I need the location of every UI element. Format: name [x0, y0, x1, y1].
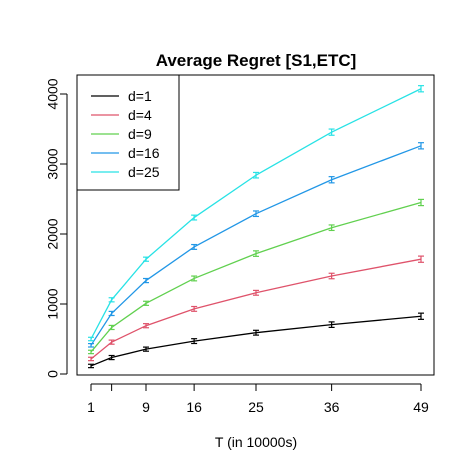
legend-label: d=4 [128, 107, 152, 123]
x-tick-label: 9 [142, 399, 150, 415]
error-bar [143, 300, 149, 306]
error-bar [88, 356, 94, 362]
legend: d=1 d=4 d=9 d=16 d=25 [76, 74, 180, 191]
legend-item: d=1 [91, 88, 152, 104]
legend-item: d=25 [91, 164, 160, 180]
x-tick-label: 36 [324, 399, 340, 415]
x-tick-label: 25 [248, 399, 264, 415]
error-bar [328, 272, 335, 280]
error-bar [328, 321, 335, 328]
series-layer [88, 85, 424, 369]
error-bar [108, 297, 115, 303]
error-bar [108, 354, 115, 361]
error-bar [418, 142, 424, 150]
error-bar [191, 305, 198, 312]
y-tick-label: 0 [45, 370, 61, 378]
plot-frame [76, 74, 435, 376]
error-bar [108, 324, 115, 331]
y-tick-label: 4000 [45, 78, 61, 109]
y-tick-label: 3000 [45, 148, 61, 179]
error-bar [88, 363, 94, 369]
y-tick-label: 2000 [45, 218, 61, 249]
series-d=16 [88, 142, 424, 348]
series-d=1 [88, 312, 424, 369]
x-tick-label: 1 [87, 399, 95, 415]
error-bar [143, 346, 149, 352]
x-tick-label: 16 [186, 399, 202, 415]
error-bar [328, 224, 335, 232]
error-bar [88, 343, 94, 348]
x-axis-label: T (in 10000s) [215, 434, 297, 450]
error-bar [191, 275, 198, 282]
error-bar [253, 250, 259, 257]
series-d=9 [88, 198, 424, 355]
error-bar [108, 310, 115, 317]
error-bar [191, 243, 198, 250]
series-d=25 [88, 85, 424, 342]
error-bar [328, 128, 335, 136]
error-bar [108, 339, 115, 345]
legend-label: d=25 [128, 164, 160, 180]
error-bar [253, 329, 259, 336]
legend-label: d=16 [128, 145, 160, 161]
chart-title: Average Regret [S1,ETC] [156, 51, 357, 70]
legend-label: d=9 [128, 126, 152, 142]
error-bar [418, 312, 424, 320]
legend-label: d=1 [128, 88, 152, 104]
y-axis: 0 1000 2000 3000 4000 [45, 78, 68, 378]
legend-box [76, 74, 180, 191]
series-line [90, 258, 422, 360]
legend-item: d=4 [91, 107, 152, 123]
series-d=4 [88, 255, 424, 362]
error-bar [143, 256, 149, 262]
error-bar [253, 289, 259, 296]
legend-item: d=9 [91, 126, 152, 142]
error-bar [143, 277, 149, 284]
error-bar [418, 85, 424, 93]
series-line [90, 201, 422, 353]
error-bar [253, 210, 259, 218]
y-tick-label: 1000 [45, 288, 61, 319]
error-bar [253, 171, 259, 179]
error-bar [328, 176, 335, 184]
error-bar [191, 338, 198, 345]
series-line [90, 315, 422, 367]
error-bar [418, 198, 424, 207]
x-tick-label: 49 [413, 399, 429, 415]
error-bar [88, 349, 94, 355]
legend-item: d=16 [91, 145, 160, 161]
error-bar [418, 255, 424, 263]
x-axis: 1 9 16 25 36 49 [87, 383, 429, 415]
error-bar [191, 214, 198, 221]
error-bar [88, 336, 94, 342]
error-bar [143, 323, 149, 329]
